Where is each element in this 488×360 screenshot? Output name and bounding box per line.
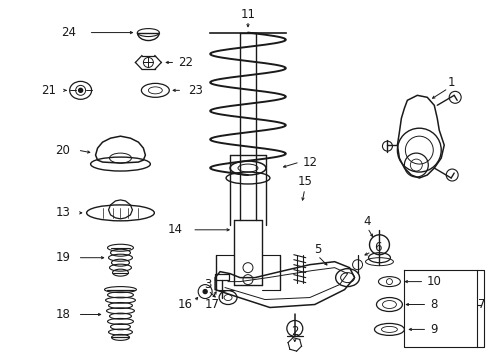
Text: 14: 14 [167, 223, 183, 236]
Text: 1: 1 [447, 76, 454, 89]
Text: 2: 2 [290, 325, 298, 338]
Text: 15: 15 [297, 175, 311, 189]
Text: 23: 23 [187, 84, 202, 97]
Text: 21: 21 [41, 84, 56, 97]
Text: 22: 22 [177, 56, 192, 69]
Text: 10: 10 [426, 275, 441, 288]
Text: 18: 18 [55, 308, 70, 321]
Text: 5: 5 [313, 243, 321, 256]
Text: 6: 6 [373, 241, 381, 254]
Text: 17: 17 [204, 298, 219, 311]
Circle shape [203, 289, 207, 293]
Text: 19: 19 [55, 251, 70, 264]
Text: 3: 3 [204, 278, 211, 291]
Text: 16: 16 [177, 298, 192, 311]
Text: 24: 24 [61, 26, 76, 39]
Text: 4: 4 [363, 215, 370, 228]
Text: 7: 7 [477, 298, 485, 311]
Text: 12: 12 [302, 156, 317, 168]
Text: 9: 9 [429, 323, 437, 336]
Text: 11: 11 [240, 8, 255, 21]
Circle shape [79, 88, 82, 92]
Text: 20: 20 [55, 144, 70, 157]
Text: 8: 8 [430, 298, 437, 311]
Text: 13: 13 [55, 206, 70, 219]
